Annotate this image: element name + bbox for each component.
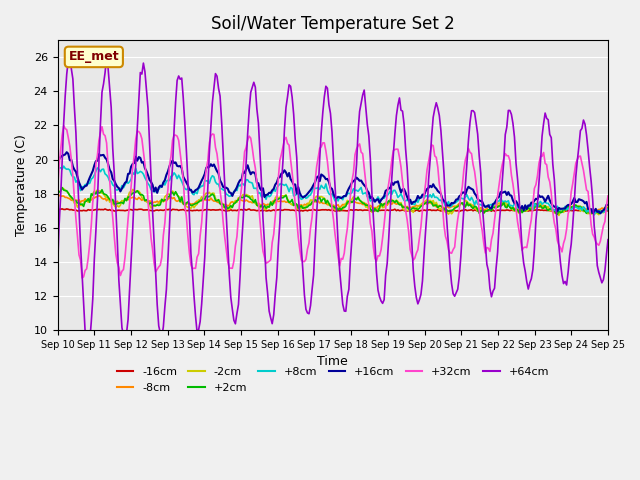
-16cm [237, 207, 245, 213]
-8cm [55, 192, 63, 198]
+32cm [124, 216, 132, 222]
+32cm [604, 193, 612, 199]
+2cm [58, 185, 66, 191]
+8cm [237, 181, 245, 187]
Title: Soil/Water Temperature Set 2: Soil/Water Temperature Set 2 [211, 15, 454, 33]
Y-axis label: Temperature (C): Temperature (C) [15, 134, 28, 236]
-2cm [604, 204, 612, 210]
-2cm [123, 196, 131, 202]
X-axis label: Time: Time [317, 355, 348, 369]
-16cm [456, 209, 463, 215]
+32cm [239, 167, 247, 173]
-16cm [604, 208, 612, 214]
Legend: -16cm, -8cm, -2cm, +2cm, +8cm, +16cm, +32cm, +64cm: -16cm, -8cm, -2cm, +2cm, +8cm, +16cm, +3… [112, 363, 554, 397]
-2cm [237, 193, 245, 199]
Line: -2cm: -2cm [58, 188, 608, 216]
+64cm [577, 128, 584, 133]
+16cm [296, 190, 303, 196]
+64cm [84, 343, 92, 348]
+64cm [298, 245, 305, 251]
-16cm [54, 206, 61, 212]
-8cm [220, 202, 227, 207]
-8cm [237, 197, 245, 203]
-2cm [220, 204, 227, 210]
+8cm [247, 180, 255, 185]
+8cm [123, 179, 131, 184]
+16cm [54, 157, 61, 163]
-16cm [577, 207, 584, 213]
-8cm [123, 196, 131, 202]
+64cm [239, 218, 247, 224]
Line: +16cm: +16cm [58, 152, 608, 214]
+64cm [248, 84, 256, 90]
-8cm [296, 203, 303, 208]
+2cm [123, 198, 131, 204]
+32cm [298, 257, 305, 263]
-16cm [123, 207, 131, 213]
Text: EE_met: EE_met [68, 50, 119, 63]
-2cm [58, 185, 66, 191]
-16cm [296, 208, 303, 214]
+32cm [54, 187, 61, 192]
+16cm [247, 171, 255, 177]
-8cm [604, 205, 612, 211]
+2cm [247, 196, 255, 202]
+16cm [596, 211, 604, 216]
+2cm [220, 202, 227, 207]
+2cm [577, 204, 584, 209]
+16cm [575, 196, 582, 202]
+8cm [60, 163, 67, 169]
-2cm [54, 188, 61, 193]
Line: +8cm: +8cm [58, 166, 608, 215]
-8cm [54, 193, 61, 199]
+8cm [590, 212, 598, 218]
+2cm [604, 205, 612, 211]
+8cm [296, 194, 303, 200]
+32cm [78, 275, 86, 281]
-2cm [577, 208, 584, 214]
-16cm [220, 207, 227, 213]
+64cm [604, 237, 612, 242]
+16cm [237, 177, 245, 182]
+8cm [220, 187, 227, 192]
+16cm [123, 179, 131, 184]
+16cm [63, 149, 70, 155]
+16cm [220, 184, 227, 190]
+8cm [604, 207, 612, 213]
+2cm [296, 204, 303, 210]
Line: +2cm: +2cm [58, 188, 608, 215]
-16cm [58, 206, 66, 212]
+16cm [604, 202, 612, 208]
-8cm [247, 199, 255, 205]
+2cm [54, 190, 61, 196]
+8cm [575, 206, 582, 212]
+64cm [221, 181, 228, 187]
-8cm [575, 205, 582, 211]
-2cm [247, 194, 255, 200]
+32cm [577, 153, 584, 159]
+32cm [221, 234, 228, 240]
+8cm [54, 168, 61, 173]
+2cm [554, 212, 561, 217]
+32cm [60, 123, 67, 129]
Line: +32cm: +32cm [58, 126, 608, 278]
+2cm [237, 195, 245, 201]
Line: -8cm: -8cm [58, 195, 608, 212]
-2cm [555, 213, 563, 218]
+32cm [248, 145, 256, 151]
+64cm [124, 317, 132, 323]
-8cm [588, 209, 595, 215]
+64cm [66, 49, 74, 55]
Line: -16cm: -16cm [58, 209, 608, 212]
-2cm [296, 206, 303, 212]
+64cm [54, 268, 61, 274]
-16cm [247, 207, 255, 213]
Line: +64cm: +64cm [58, 52, 608, 346]
